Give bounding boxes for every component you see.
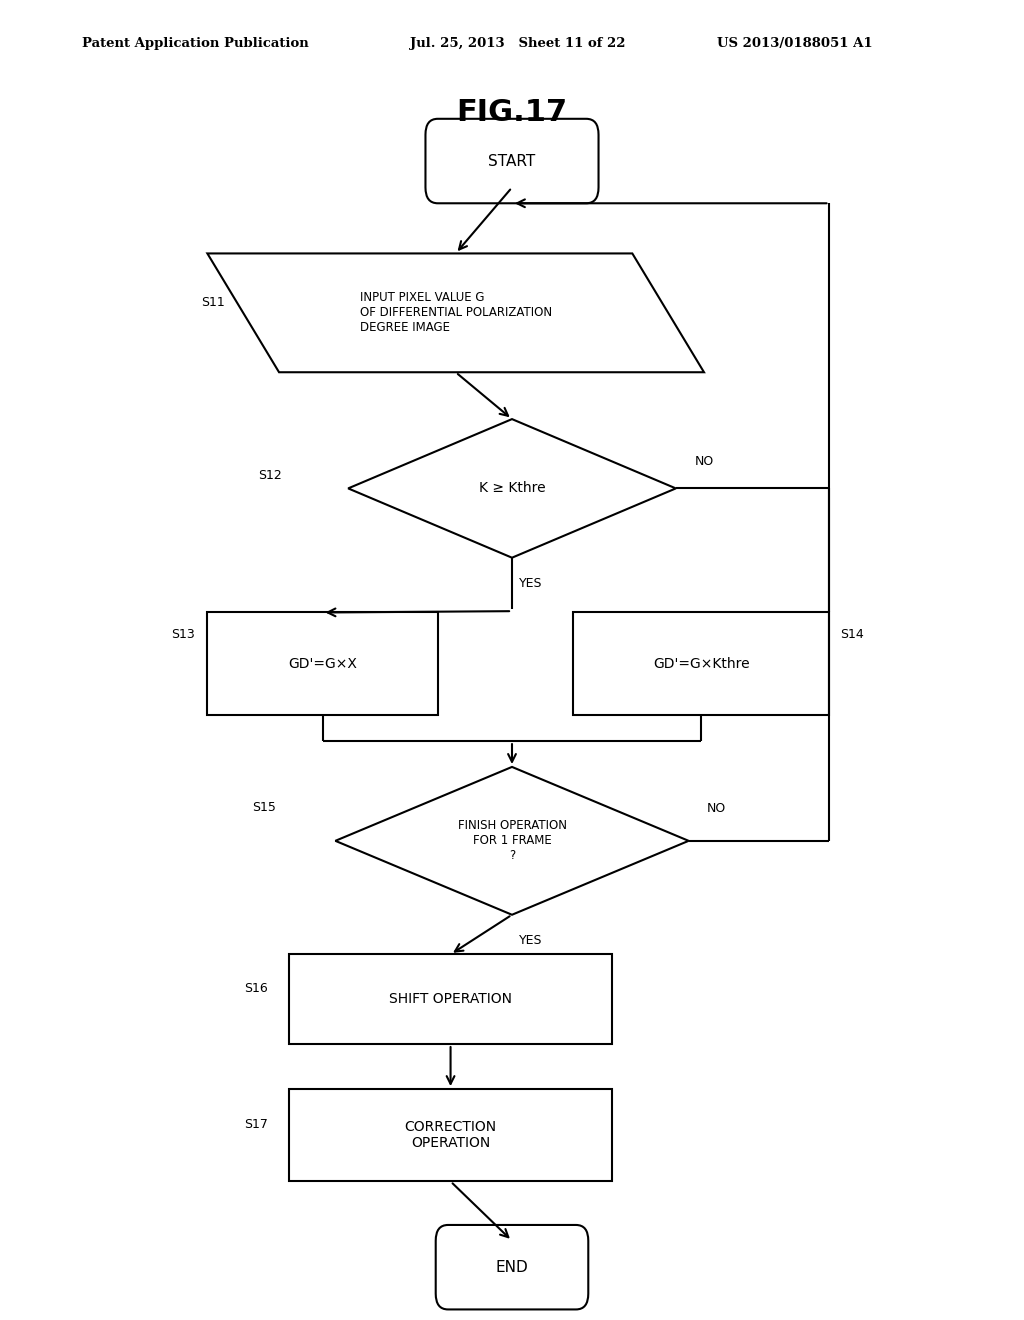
Text: INPUT PIXEL VALUE G
OF DIFFERENTIAL POLARIZATION
DEGREE IMAGE: INPUT PIXEL VALUE G OF DIFFERENTIAL POLA… (359, 292, 552, 334)
Bar (573, 612, 829, 715)
Text: S14: S14 (840, 628, 863, 642)
FancyBboxPatch shape (426, 119, 598, 203)
Text: S16: S16 (245, 982, 268, 995)
Text: S12: S12 (258, 469, 282, 482)
Text: YES: YES (519, 933, 542, 946)
Text: K ≥ Kthre: K ≥ Kthre (478, 482, 546, 495)
Text: YES: YES (519, 577, 542, 590)
Bar (207, 612, 438, 715)
Text: S17: S17 (245, 1118, 268, 1131)
Bar (289, 954, 611, 1044)
Polygon shape (336, 767, 688, 915)
Text: NO: NO (707, 801, 726, 814)
Text: US 2013/0188051 A1: US 2013/0188051 A1 (717, 37, 872, 50)
Text: NO: NO (694, 454, 714, 467)
Polygon shape (207, 253, 705, 372)
Text: GD'=G×Kthre: GD'=G×Kthre (653, 657, 750, 671)
Text: S11: S11 (202, 296, 225, 309)
Polygon shape (348, 420, 676, 557)
Text: END: END (496, 1259, 528, 1275)
Text: FINISH OPERATION
FOR 1 FRAME
?: FINISH OPERATION FOR 1 FRAME ? (458, 820, 566, 862)
Text: CORRECTION
OPERATION: CORRECTION OPERATION (404, 1121, 497, 1150)
Text: GD'=G×X: GD'=G×X (288, 657, 357, 671)
Text: S13: S13 (171, 628, 195, 642)
Text: SHIFT OPERATION: SHIFT OPERATION (389, 993, 512, 1006)
Text: Patent Application Publication: Patent Application Publication (82, 37, 308, 50)
Text: S15: S15 (253, 801, 276, 814)
Text: FIG.17: FIG.17 (457, 98, 567, 127)
FancyBboxPatch shape (436, 1225, 588, 1309)
Text: Jul. 25, 2013   Sheet 11 of 22: Jul. 25, 2013 Sheet 11 of 22 (410, 37, 625, 50)
Bar (289, 1089, 611, 1181)
Text: START: START (488, 153, 536, 169)
